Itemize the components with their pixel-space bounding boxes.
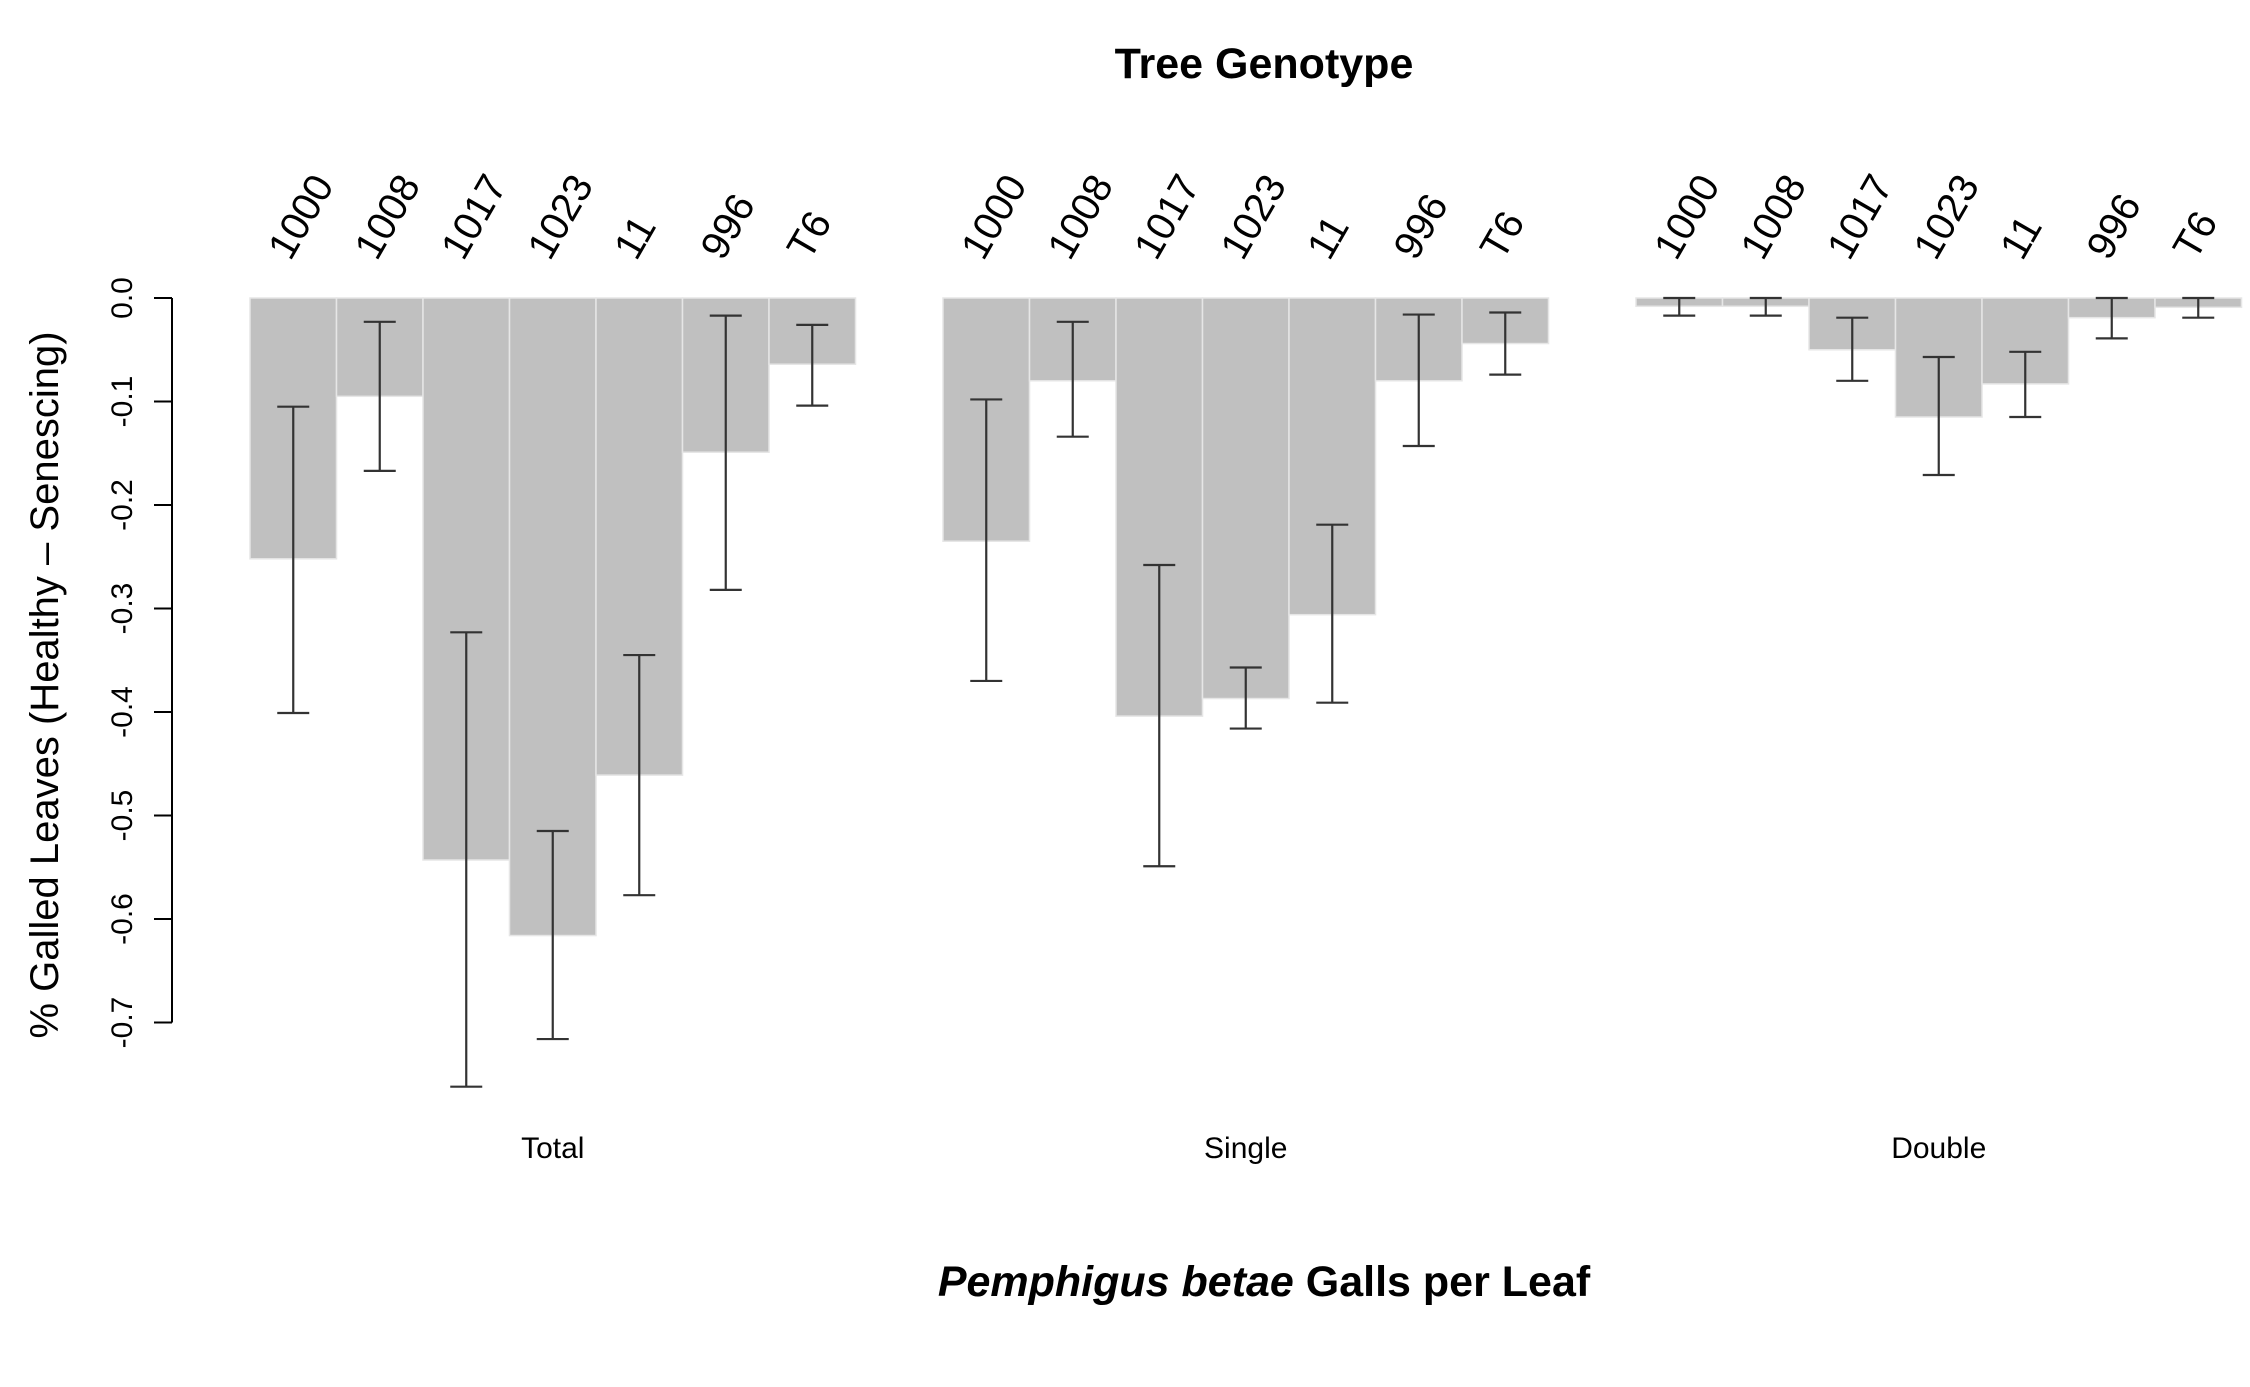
category-label: 996	[2078, 187, 2149, 267]
error-bar	[1056, 320, 1089, 438]
category-label: 1000	[953, 167, 1036, 266]
error-bar	[623, 653, 656, 897]
category-label: T6	[779, 204, 840, 266]
x-axis-label-rest: Galls per Leaf	[1294, 1258, 1591, 1306]
error-bar	[363, 320, 396, 472]
error-bar	[277, 405, 310, 715]
category-label: T6	[1472, 204, 1533, 266]
error-bar	[1749, 296, 1782, 317]
chart-title: Tree Genotype	[1115, 40, 1414, 88]
x-axis-label: Pemphigus betae Galls per Leaf	[938, 1258, 1591, 1306]
bar	[1201, 297, 1290, 700]
group-label: Total	[521, 1132, 584, 1165]
category-label: 1023	[1212, 167, 1295, 266]
group-single: 1000 1008 1017 1023 11 996 T6 Single	[942, 167, 1550, 1165]
error-bar	[1143, 563, 1176, 868]
error-bar	[1663, 296, 1696, 317]
bar	[508, 297, 597, 937]
group-double: 1000 1008 1017 1023 11 996 T6 Double	[1635, 167, 2243, 1165]
error-bar	[1922, 355, 1955, 477]
category-label: 996	[692, 187, 763, 267]
y-tick-label: -0.3	[106, 583, 139, 635]
y-tick-label: -0.7	[106, 997, 139, 1049]
category-label: 1000	[260, 167, 343, 266]
error-bar	[1229, 666, 1262, 730]
error-bar	[2095, 296, 2128, 340]
category-label: 1023	[1905, 167, 1988, 266]
group-total: 1000 1008 1017 1023 11 996 T6 Total	[249, 167, 857, 1165]
error-bar	[1402, 313, 1435, 448]
error-bar	[536, 829, 569, 1041]
category-label: 11	[606, 209, 665, 267]
category-label: 1017	[433, 167, 516, 266]
category-label: 1017	[1819, 167, 1902, 266]
category-label: 11	[1992, 209, 2051, 267]
y-tick-label: -0.2	[106, 479, 139, 531]
category-label: 996	[1385, 187, 1456, 267]
group-label: Single	[1204, 1132, 1287, 1165]
y-tick-label: -0.5	[106, 790, 139, 842]
category-label: 11	[1299, 209, 1358, 267]
error-bar	[2009, 350, 2042, 419]
category-label: 1000	[1646, 167, 1729, 266]
category-label: 1008	[346, 167, 429, 266]
category-label: T6	[2165, 204, 2226, 266]
x-axis-label-species: Pemphigus betae	[938, 1258, 1294, 1306]
error-bar	[970, 398, 1003, 683]
category-label: 1017	[1126, 167, 1209, 266]
error-bar	[1489, 311, 1522, 376]
y-tick-label: -0.1	[106, 376, 139, 428]
error-bar	[1316, 523, 1349, 704]
error-bar	[796, 323, 829, 407]
category-label: 1008	[1039, 167, 1122, 266]
error-bar	[1836, 316, 1869, 382]
error-bar	[709, 314, 742, 591]
category-label: 1023	[519, 167, 602, 266]
category-label: 1008	[1732, 167, 1815, 266]
y-tick-label: -0.6	[106, 893, 139, 945]
group-label: Double	[1891, 1132, 1986, 1165]
y-axis-label: % Galled Leaves (Healthy – Senescing)	[23, 331, 67, 1038]
y-tick-label: 0.0	[106, 277, 139, 319]
y-axis: 0.0 -0.1 -0.2 -0.3 -0.4 -0.5 -0.6 -0.7	[106, 277, 173, 1049]
error-bar	[450, 631, 483, 1088]
y-tick-label: -0.4	[106, 686, 139, 738]
error-bar	[2182, 296, 2215, 319]
